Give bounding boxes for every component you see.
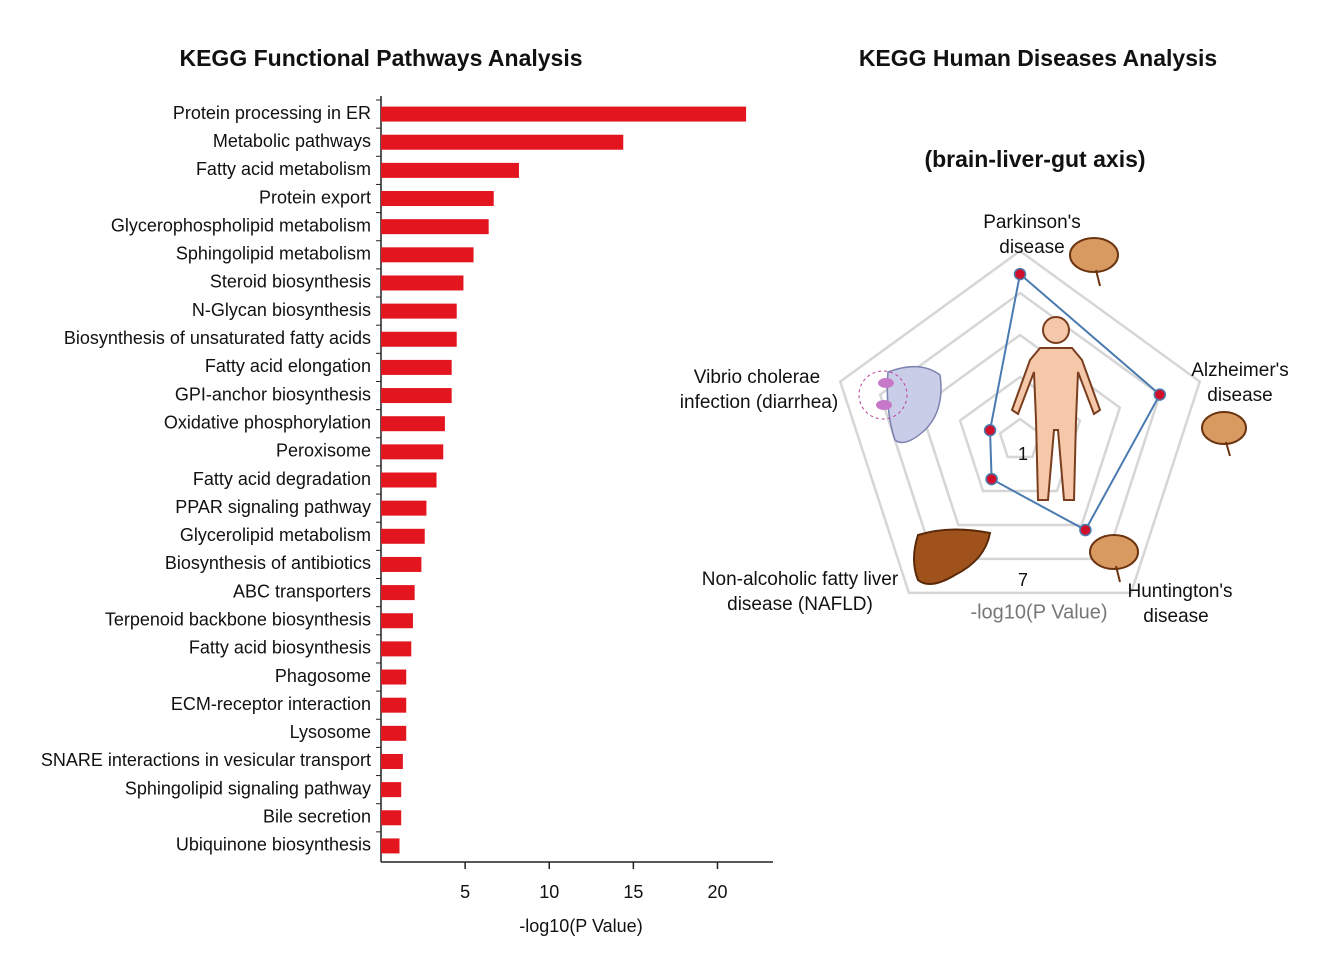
bar (381, 416, 445, 432)
y-tick-label: Sphingolipid metabolism (176, 244, 371, 264)
x-tick-label: 10 (539, 882, 559, 902)
x-tick-label: 5 (460, 882, 470, 902)
radar-line (989, 272, 1162, 532)
y-tick-label: Sphingolipid signaling pathway (125, 778, 371, 798)
y-tick-label: Fatty acid elongation (205, 356, 371, 376)
bar (381, 191, 494, 207)
bar (381, 641, 412, 657)
r-tick-label: 1 (1018, 444, 1028, 464)
axis-category-label: Non-alcoholic fatty liver (702, 569, 899, 590)
y-tick-label: GPI-anchor biosynthesis (175, 384, 371, 404)
radar-title: KEGG Human Diseases Analysis (859, 45, 1217, 71)
bar (381, 500, 427, 516)
y-tick-label: Peroxisome (276, 441, 371, 461)
axis-category-label: disease (999, 237, 1065, 258)
bar (381, 331, 457, 347)
y-tick-label: Fatty acid biosynthesis (189, 638, 371, 658)
y-tick-label: Phagosome (275, 666, 371, 686)
brain-icons (1069, 237, 1247, 583)
bar (381, 697, 407, 713)
y-tick-label: Biosynthesis of unsaturated fatty acids (64, 328, 371, 348)
radar-point (1013, 267, 1027, 281)
axis-category-label: Vibrio cholerae (694, 367, 820, 388)
radar-point (985, 472, 998, 486)
bar (381, 528, 425, 544)
y-tick-label: Steroid biosynthesis (210, 272, 371, 292)
bar (381, 303, 457, 319)
bar (381, 359, 452, 375)
bar (381, 275, 464, 291)
bar (381, 725, 407, 741)
bar (381, 388, 452, 404)
bar (381, 219, 489, 235)
axis-category-label: disease (1143, 606, 1209, 627)
bar (381, 782, 402, 798)
y-tick-label: ECM-receptor interaction (171, 694, 371, 714)
axis-category-label: disease (1207, 385, 1273, 406)
bar (381, 556, 422, 572)
gut-icon (858, 366, 942, 444)
bar (381, 810, 402, 826)
radar-point (1079, 523, 1092, 537)
bar (381, 134, 624, 150)
y-tick-label: Biosynthesis of antibiotics (165, 553, 371, 573)
y-tick-label: Protein processing in ER (173, 103, 371, 123)
bar (381, 585, 415, 601)
y-tick-label: Fatty acid degradation (193, 469, 371, 489)
y-tick-label: Metabolic pathways (213, 131, 371, 151)
r-axis-label: -log10(P Value) (970, 601, 1107, 623)
bar (381, 106, 747, 122)
grid-ring (838, 249, 1202, 595)
y-tick-label: Lysosome (290, 722, 371, 742)
r-tick-label: 7 (1018, 570, 1028, 590)
y-tick-label: N-Glycan biosynthesis (192, 300, 371, 320)
axis-category-label: Alzheimer's (1191, 360, 1289, 381)
x-tick-label: 20 (707, 882, 727, 902)
axis-category-label: Huntington's (1127, 581, 1232, 602)
y-tick-label: Ubiquinone biosynthesis (176, 835, 371, 855)
bar (381, 838, 400, 854)
radar-subtitle: (brain-liver-gut axis) (924, 146, 1145, 172)
axis-category-label: disease (NAFLD) (727, 594, 873, 615)
radar-point (1153, 388, 1167, 401)
y-tick-label: Oxidative phosphorylation (164, 412, 371, 432)
grid-ring (918, 333, 1122, 527)
bar (381, 162, 519, 178)
bar-title: KEGG Functional Pathways Analysis (179, 45, 582, 71)
axis-category-label: infection (diarrhea) (680, 392, 838, 413)
y-tick-label: Bile secretion (263, 807, 371, 827)
y-tick-label: Glycerolipid metabolism (180, 525, 371, 545)
y-tick-label: Terpenoid backbone biosynthesis (105, 609, 371, 629)
x-tick-label: 15 (623, 882, 643, 902)
y-tick-label: Protein export (259, 187, 371, 207)
x-axis-label: -log10(P Value) (519, 916, 642, 936)
y-tick-label: Glycerophospholipid metabolism (111, 215, 371, 235)
human-body-icon (1010, 316, 1102, 501)
bar (381, 669, 407, 685)
axis-category-label: Parkinson's (983, 212, 1081, 233)
bar (381, 247, 474, 263)
y-tick-label: SNARE interactions in vesicular transpor… (41, 750, 371, 770)
y-tick-label: ABC transporters (233, 581, 371, 601)
bar (381, 613, 413, 629)
y-tick-label: Fatty acid metabolism (196, 159, 371, 179)
bar (381, 753, 403, 769)
bar (381, 472, 437, 488)
radar-point (983, 424, 997, 437)
liver-icon (913, 528, 992, 585)
y-tick-label: PPAR signaling pathway (175, 497, 371, 517)
bar (381, 444, 444, 460)
